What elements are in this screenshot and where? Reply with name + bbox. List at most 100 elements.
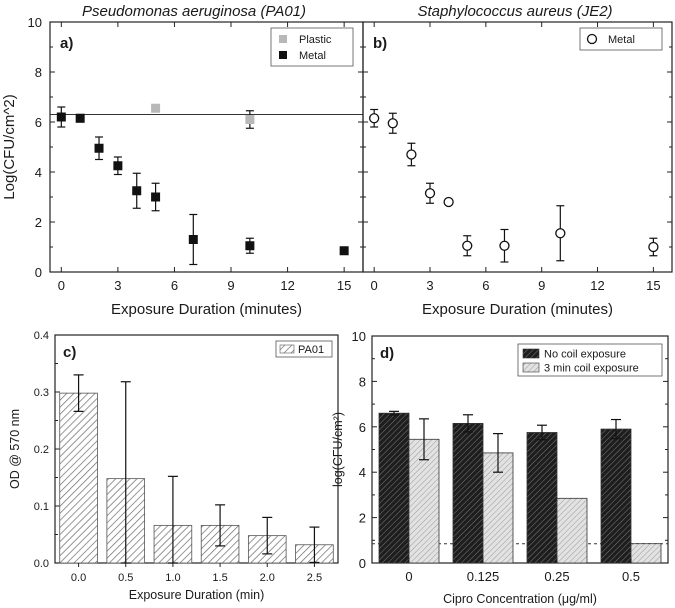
data-point [462, 240, 473, 251]
panel-b: 0 3 6 9 12 15 Exposure Duration (minutes) b) Met… [362, 21, 673, 318]
legend: PA01 [275, 340, 333, 358]
error-bar [215, 504, 226, 547]
series-pa01 [59, 374, 334, 564]
x-axis-label: Exposure Duration (minutes) [111, 301, 302, 318]
y-tick-label: 10 [352, 329, 366, 344]
legend-swatch [522, 348, 540, 359]
y-tick-label: 0.3 [34, 387, 49, 399]
x-tick-label: 0.5 [118, 572, 133, 584]
bar [59, 392, 98, 564]
y-tick-label: 6 [359, 420, 366, 435]
panel-d: 0 2 4 6 8 10 0 0.125 0.25 0.5 Cipro Concentration … [331, 329, 669, 606]
data-point [75, 113, 85, 123]
error-bar [463, 414, 473, 433]
x-tick-label: 1.0 [165, 572, 180, 584]
x-tick-label: 15 [337, 278, 351, 293]
data-point [424, 188, 436, 199]
y-tick-label: 2 [359, 511, 366, 526]
legend-box [579, 27, 663, 51]
y-tick-label: 0.4 [34, 330, 49, 342]
error-bar [419, 418, 429, 461]
x-tick-label: 9 [227, 278, 234, 293]
panel-a: 0 3 6 9 12 15 0 2 4 6 8 10 Exposure Duration (minute… [1, 15, 364, 318]
x-tick-label: 6 [171, 278, 178, 293]
y-axis-label: OD @ 570 nm [8, 409, 22, 489]
legend-box [517, 343, 663, 377]
legend-label: No coil exposure [544, 349, 626, 361]
series-plastic [151, 103, 255, 129]
data-point [151, 192, 161, 202]
data-point [188, 235, 198, 244]
y-tick-label: 0.2 [34, 444, 49, 456]
error-bar [493, 433, 503, 473]
error-bar [309, 526, 320, 564]
x-axis-label: Cipro Concentration (μg/ml) [443, 592, 597, 606]
y-axis-label: log(CFU/cm²) [331, 412, 345, 487]
title-panel-b: Staphylococcus aureus (JE2) [417, 3, 612, 20]
data-point [499, 240, 510, 251]
legend: Plastic Metal [270, 27, 354, 67]
data-point [369, 113, 380, 124]
x-tick-label: 9 [538, 278, 545, 293]
y-tick-label: 4 [35, 165, 42, 180]
x-tick-label: 0 [58, 278, 65, 293]
legend-swatch [279, 51, 287, 59]
data-point [94, 143, 104, 153]
legend-swatch [279, 35, 287, 43]
data-point [648, 241, 659, 253]
y-tick-label: 0 [359, 556, 366, 571]
bar-coil [556, 497, 588, 564]
title-panel-a: Pseudomonas aeruginosa (PA01) [82, 3, 306, 20]
x-tick-label: 2.5 [307, 572, 322, 584]
x-tick-label: 6 [482, 278, 489, 293]
legend: Metal [579, 27, 663, 51]
data-point [245, 115, 255, 124]
panel-letter: a) [60, 35, 73, 52]
data-point [443, 196, 454, 208]
bar-no-coil [378, 412, 410, 564]
x-tick-label: 0.25 [544, 569, 569, 584]
y-tick-label: 0.1 [34, 501, 49, 513]
x-tick-label: 0.125 [467, 569, 500, 584]
data-point [151, 103, 161, 113]
legend-label: PA01 [298, 344, 324, 356]
panel-letter: d) [380, 345, 394, 362]
x-tick-label: 1.5 [212, 572, 227, 584]
x-axis-label: Exposure Duration (min) [129, 588, 264, 602]
panel-letter: c) [63, 344, 76, 361]
legend-swatch [522, 362, 540, 373]
error-bar [262, 516, 273, 555]
y-tick-label: 8 [359, 374, 366, 389]
y-tick-label: 8 [35, 65, 42, 80]
x-tick-label: 15 [646, 278, 660, 293]
y-tick-label: 6 [35, 115, 42, 130]
data-point [339, 246, 349, 256]
panel-letter: b) [373, 35, 387, 52]
y-tick-label: 2 [35, 215, 42, 230]
bar-no-coil [526, 432, 558, 564]
series-metal [56, 106, 349, 266]
legend-box [270, 27, 354, 67]
y-axis-label: Log(CFU/cm^2) [1, 94, 18, 199]
data-point [555, 228, 566, 239]
data-point [245, 241, 255, 251]
series-metal [369, 108, 659, 263]
x-tick-label: 0 [371, 278, 378, 293]
legend-label: Metal [608, 34, 635, 46]
bar-no-coil [600, 428, 632, 564]
error-bar [611, 418, 621, 440]
y-tick-label: 0.0 [34, 558, 49, 570]
plot-frame [362, 21, 673, 273]
bar-no-coil [452, 422, 484, 564]
y-tick-label: 4 [359, 465, 366, 480]
legend-swatch [586, 33, 598, 45]
data-point [387, 118, 398, 129]
data-point [56, 112, 66, 122]
legend-swatch [279, 344, 295, 354]
data-point [113, 161, 123, 171]
legend-label: Metal [299, 50, 326, 62]
x-axis-label: Exposure Duration (minutes) [422, 301, 613, 318]
x-tick-label: 2.0 [260, 572, 275, 584]
legend: No coil exposure 3 min coil exposure [517, 343, 663, 377]
